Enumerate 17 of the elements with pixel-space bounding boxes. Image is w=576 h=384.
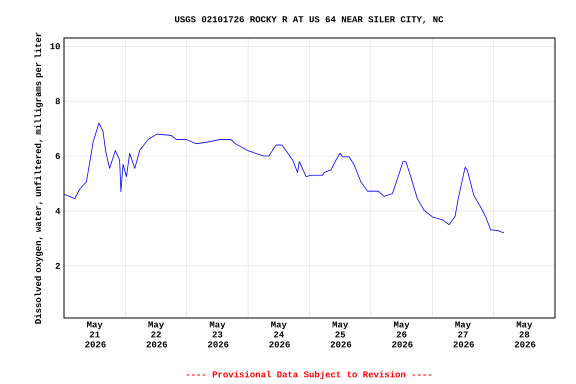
x-tick-label: May 27 2026 xyxy=(453,322,474,348)
x-tick-label: May 23 2026 xyxy=(208,322,228,348)
x-tick-label: May 28 2026 xyxy=(514,322,536,348)
y-tick-label: 4 xyxy=(55,208,60,214)
x-tick-label: May 22 2026 xyxy=(146,322,168,348)
x-tick-label: May 24 2026 xyxy=(269,322,290,348)
y-tick-label: 8 xyxy=(56,98,60,104)
y-tick-label: 2 xyxy=(56,262,60,269)
text: ---- Provisional Data Subject to Revision ---- xyxy=(186,370,432,380)
y-tick-label: 6 xyxy=(56,152,60,160)
chart-title: USGS 02101726 ROCKY R AT US 64 NEAR SILER CITY, NC xyxy=(175,16,444,24)
y-axis-title: Dissolved oxygen, water, unfiltered, milligrams per liter xyxy=(34,32,43,324)
y-tick-label: 10 xyxy=(50,43,60,50)
x-tick-label: May 26 2026 xyxy=(392,322,413,348)
x-tick-label: May 21 2026 xyxy=(85,322,106,348)
x-tick-label: May 25 2026 xyxy=(330,322,352,348)
line-series xyxy=(64,122,504,234)
